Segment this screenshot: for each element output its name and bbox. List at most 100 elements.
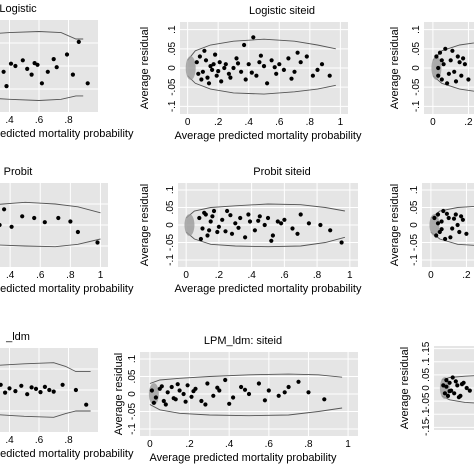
data-point — [286, 384, 291, 390]
data-point — [51, 57, 56, 62]
panel-title: Logistic — [0, 3, 37, 15]
x-axis-label: Average predicted mortality probability — [0, 283, 134, 295]
data-point — [42, 384, 48, 389]
data-point — [339, 240, 344, 245]
upper-bound-line — [0, 201, 101, 214]
data-point — [13, 63, 18, 69]
x-tick-label: .8 — [66, 270, 75, 281]
y-tick-label: 0 — [421, 385, 432, 391]
data-point — [262, 222, 267, 228]
y-tick-label: .1 — [165, 185, 176, 194]
data-point — [20, 214, 25, 219]
y-tick-label: .1 — [411, 25, 422, 34]
data-point — [197, 54, 202, 59]
data-point — [198, 236, 203, 242]
y-tick-label: -.05 — [165, 233, 176, 251]
x-tick-label: 0 — [147, 439, 153, 450]
data-point — [452, 69, 457, 74]
data-point — [282, 390, 287, 395]
panel-7: .4 .6 .8 _ldm Average predicted mortality pr… — [0, 331, 134, 460]
data-point — [239, 384, 244, 390]
data-point — [452, 391, 457, 396]
data-point — [8, 61, 14, 66]
data-point — [439, 227, 444, 232]
data-point — [151, 400, 156, 405]
data-point — [200, 69, 205, 74]
dense-point-cluster — [185, 56, 196, 80]
data-point — [446, 215, 451, 221]
y-tick-label: 0 — [165, 222, 176, 228]
data-point — [76, 39, 81, 45]
data-point — [159, 384, 164, 389]
data-point — [51, 389, 56, 394]
data-point — [215, 385, 220, 390]
data-point — [161, 398, 166, 404]
data-point — [234, 56, 239, 61]
y-axis-label: Average residual — [139, 184, 151, 266]
data-point — [229, 231, 235, 236]
data-point — [189, 394, 194, 399]
data-point — [282, 217, 287, 222]
data-point — [464, 231, 469, 236]
data-point — [38, 390, 43, 395]
data-point — [447, 389, 452, 394]
x-tick-label: .4 — [5, 435, 14, 446]
data-point — [3, 390, 8, 395]
data-point — [0, 382, 3, 387]
data-point — [242, 42, 247, 48]
data-point — [459, 382, 465, 387]
y-axis-label: Average residual — [113, 353, 125, 435]
data-point — [453, 212, 458, 217]
x-tick-label: .2 — [214, 117, 223, 128]
data-point — [246, 212, 251, 217]
y-tick-label: -.15 — [421, 418, 432, 436]
data-point — [203, 402, 208, 407]
data-point — [169, 384, 174, 390]
data-point — [228, 213, 233, 218]
data-point — [298, 212, 303, 217]
data-point — [199, 77, 204, 82]
x-tick-label: 0 — [185, 117, 191, 128]
data-point — [231, 65, 236, 71]
x-tick-label: 1 — [98, 270, 104, 281]
data-point — [455, 54, 460, 59]
data-point — [181, 391, 186, 397]
data-point — [455, 222, 460, 228]
data-point — [269, 238, 274, 243]
data-point — [292, 69, 297, 74]
x-tick-label: .4 — [5, 115, 14, 126]
x-tick-label: .8 — [304, 439, 313, 450]
data-point — [296, 379, 301, 384]
lower-bound-line — [0, 95, 84, 101]
y-tick-label: -.1 — [165, 254, 176, 266]
data-point — [295, 50, 300, 55]
data-point — [1, 69, 6, 74]
y-tick-label: .05 — [127, 369, 138, 383]
y-tick-label: -.05 — [421, 392, 432, 410]
y-tick-label: .1 — [127, 354, 138, 363]
y-tick-label: .05 — [421, 367, 432, 381]
data-point — [269, 58, 274, 63]
data-point — [95, 240, 100, 245]
x-axis-label: Average predicted mortality probability — [150, 452, 337, 464]
data-point — [445, 81, 450, 86]
data-point — [235, 61, 241, 66]
data-point — [185, 383, 190, 388]
data-point — [247, 219, 253, 224]
data-point — [448, 235, 453, 240]
data-point — [434, 54, 439, 59]
data-point — [453, 379, 458, 384]
data-point — [200, 226, 205, 231]
data-point — [4, 84, 9, 89]
data-point — [261, 64, 267, 69]
x-tick-label: 1 — [345, 439, 351, 450]
data-point — [47, 387, 52, 393]
x-tick-label: .6 — [35, 435, 44, 446]
y-tick-label: 0 — [127, 391, 138, 397]
y-tick-label: .05 — [409, 200, 420, 214]
data-point — [443, 236, 448, 242]
data-point — [163, 402, 168, 407]
y-tick-label: -.1 — [411, 100, 422, 112]
y-tick-label: -.05 — [127, 402, 138, 420]
